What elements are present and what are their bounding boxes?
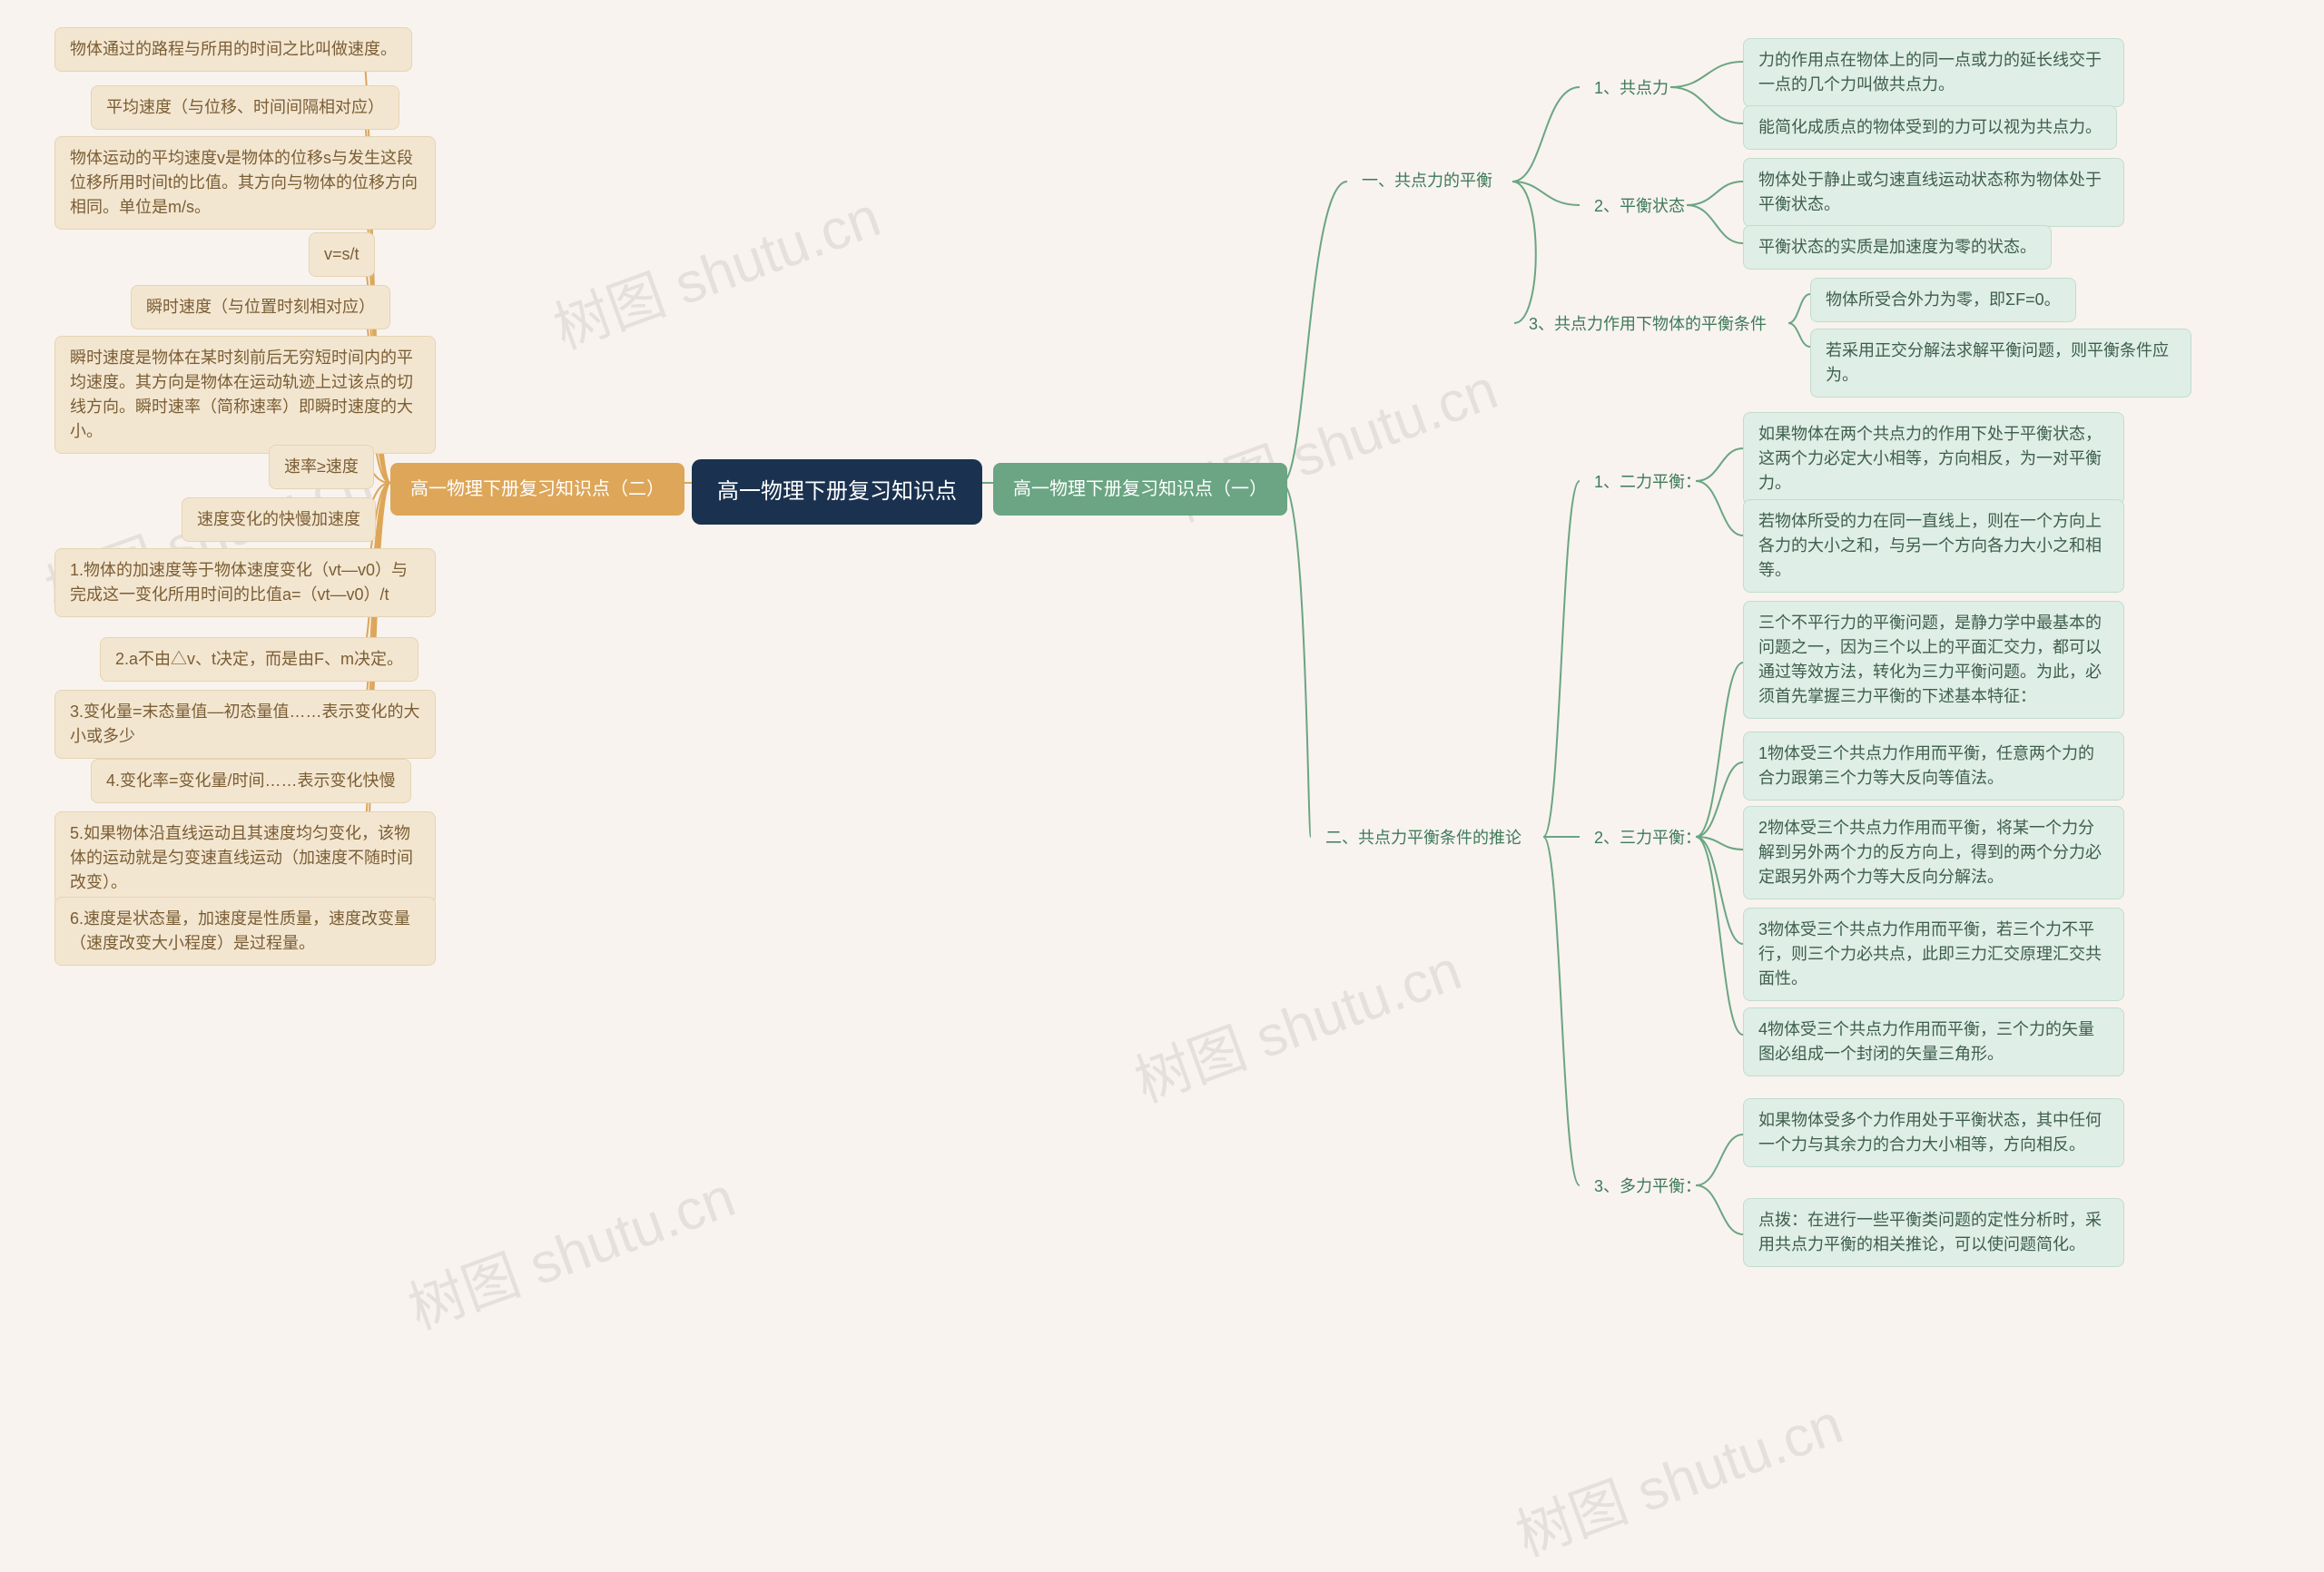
leaf-node[interactable]: 能简化成质点的物体受到的力可以视为共点力。: [1743, 105, 2117, 150]
leaf-node[interactable]: 平衡状态的实质是加速度为零的状态。: [1743, 225, 2052, 270]
watermark: 树图 shutu.cn: [1503, 1378, 1852, 1571]
section-label[interactable]: 二、共点力平衡条件的推论: [1311, 817, 1536, 860]
leaf-node[interactable]: 物体所受合外力为零，即ΣF=0。: [1810, 278, 2076, 322]
leaf-node[interactable]: 若采用正交分解法求解平衡问题，则平衡条件应为。: [1810, 329, 2191, 398]
leaf-node[interactable]: 若物体所受的力在同一直线上，则在一个方向上各力的大小之和，与另一个方向各力大小之…: [1743, 499, 2124, 593]
branch-right[interactable]: 高一物理下册复习知识点（一）: [993, 463, 1287, 516]
leaf-node[interactable]: 点拨：在进行一些平衡类问题的定性分析时，采用共点力平衡的相关推论，可以使问题简化…: [1743, 1198, 2124, 1267]
leaf-node[interactable]: 如果物体受多个力作用处于平衡状态，其中任何一个力与其余力的合力大小相等，方向相反…: [1743, 1098, 2124, 1167]
leaf-node[interactable]: v=s/t: [309, 232, 375, 277]
leaf-node[interactable]: 物体通过的路程与所用的时间之比叫做速度。: [54, 27, 412, 72]
sub-label[interactable]: 1、二力平衡：: [1580, 461, 1716, 504]
leaf-node[interactable]: 3.变化量=末态量值—初态量值……表示变化的大小或多少: [54, 690, 436, 759]
leaf-node[interactable]: 6.速度是状态量，加速度是性质量，速度改变量（速度改变大小程度）是过程量。: [54, 897, 436, 966]
leaf-node[interactable]: 4.变化率=变化量/时间……表示变化快慢: [91, 759, 411, 803]
sub-label[interactable]: 1、共点力: [1580, 67, 1683, 110]
leaf-node[interactable]: 如果物体在两个共点力的作用下处于平衡状态，这两个力必定大小相等，方向相反，为一对…: [1743, 412, 2124, 506]
sub-label[interactable]: 2、三力平衡：: [1580, 817, 1716, 860]
leaf-node[interactable]: 瞬时速度（与位置时刻相对应）: [131, 285, 390, 329]
leaf-node[interactable]: 物体处于静止或匀速直线运动状态称为物体处于平衡状态。: [1743, 158, 2124, 227]
leaf-node[interactable]: 2.a不由△v、t决定，而是由F、m决定。: [100, 637, 419, 682]
leaf-node[interactable]: 平均速度（与位移、时间间隔相对应）: [91, 85, 399, 130]
sub-label[interactable]: 3、多力平衡：: [1580, 1165, 1716, 1208]
leaf-node[interactable]: 2物体受三个共点力作用而平衡，将某一个力分解到另外两个力的反方向上，得到的两个分…: [1743, 806, 2124, 899]
leaf-node[interactable]: 速度变化的快慢加速度: [182, 497, 376, 542]
leaf-node[interactable]: 4物体受三个共点力作用而平衡，三个力的矢量图必组成一个封闭的矢量三角形。: [1743, 1007, 2124, 1076]
leaf-node[interactable]: 1.物体的加速度等于物体速度变化（vt—v0）与完成这一变化所用时间的比值a=（…: [54, 548, 436, 617]
branch-left[interactable]: 高一物理下册复习知识点（二）: [390, 463, 684, 516]
sub-label[interactable]: 2、平衡状态: [1580, 185, 1699, 228]
watermark: 树图 shutu.cn: [541, 171, 890, 364]
leaf-node[interactable]: 1物体受三个共点力作用而平衡，任意两个力的合力跟第三个力等大反向等值法。: [1743, 732, 2124, 801]
leaf-node[interactable]: 物体运动的平均速度v是物体的位移s与发生这段位移所用时间t的比值。其方向与物体的…: [54, 136, 436, 230]
leaf-node[interactable]: 速率≥速度: [269, 445, 374, 489]
watermark: 树图 shutu.cn: [1122, 924, 1471, 1117]
root-node[interactable]: 高一物理下册复习知识点: [692, 459, 982, 525]
leaf-node[interactable]: 三个不平行力的平衡问题，是静力学中最基本的问题之一，因为三个以上的平面汇交力，都…: [1743, 601, 2124, 719]
section-label[interactable]: 一、共点力的平衡: [1347, 160, 1507, 202]
leaf-node[interactable]: 5.如果物体沿直线运动且其速度均匀变化，该物体的运动就是匀变速直线运动（加速度不…: [54, 811, 436, 905]
leaf-node[interactable]: 力的作用点在物体上的同一点或力的延长线交于一点的几个力叫做共点力。: [1743, 38, 2124, 107]
leaf-node[interactable]: 瞬时速度是物体在某时刻前后无穷短时间内的平均速度。其方向是物体在运动轨迹上过该点…: [54, 336, 436, 454]
watermark: 树图 shutu.cn: [396, 1151, 744, 1344]
sub-label[interactable]: 3、共点力作用下物体的平衡条件: [1514, 303, 1781, 346]
leaf-node[interactable]: 3物体受三个共点力作用而平衡，若三个力不平行，则三个力必共点，此即三力汇交原理汇…: [1743, 908, 2124, 1001]
